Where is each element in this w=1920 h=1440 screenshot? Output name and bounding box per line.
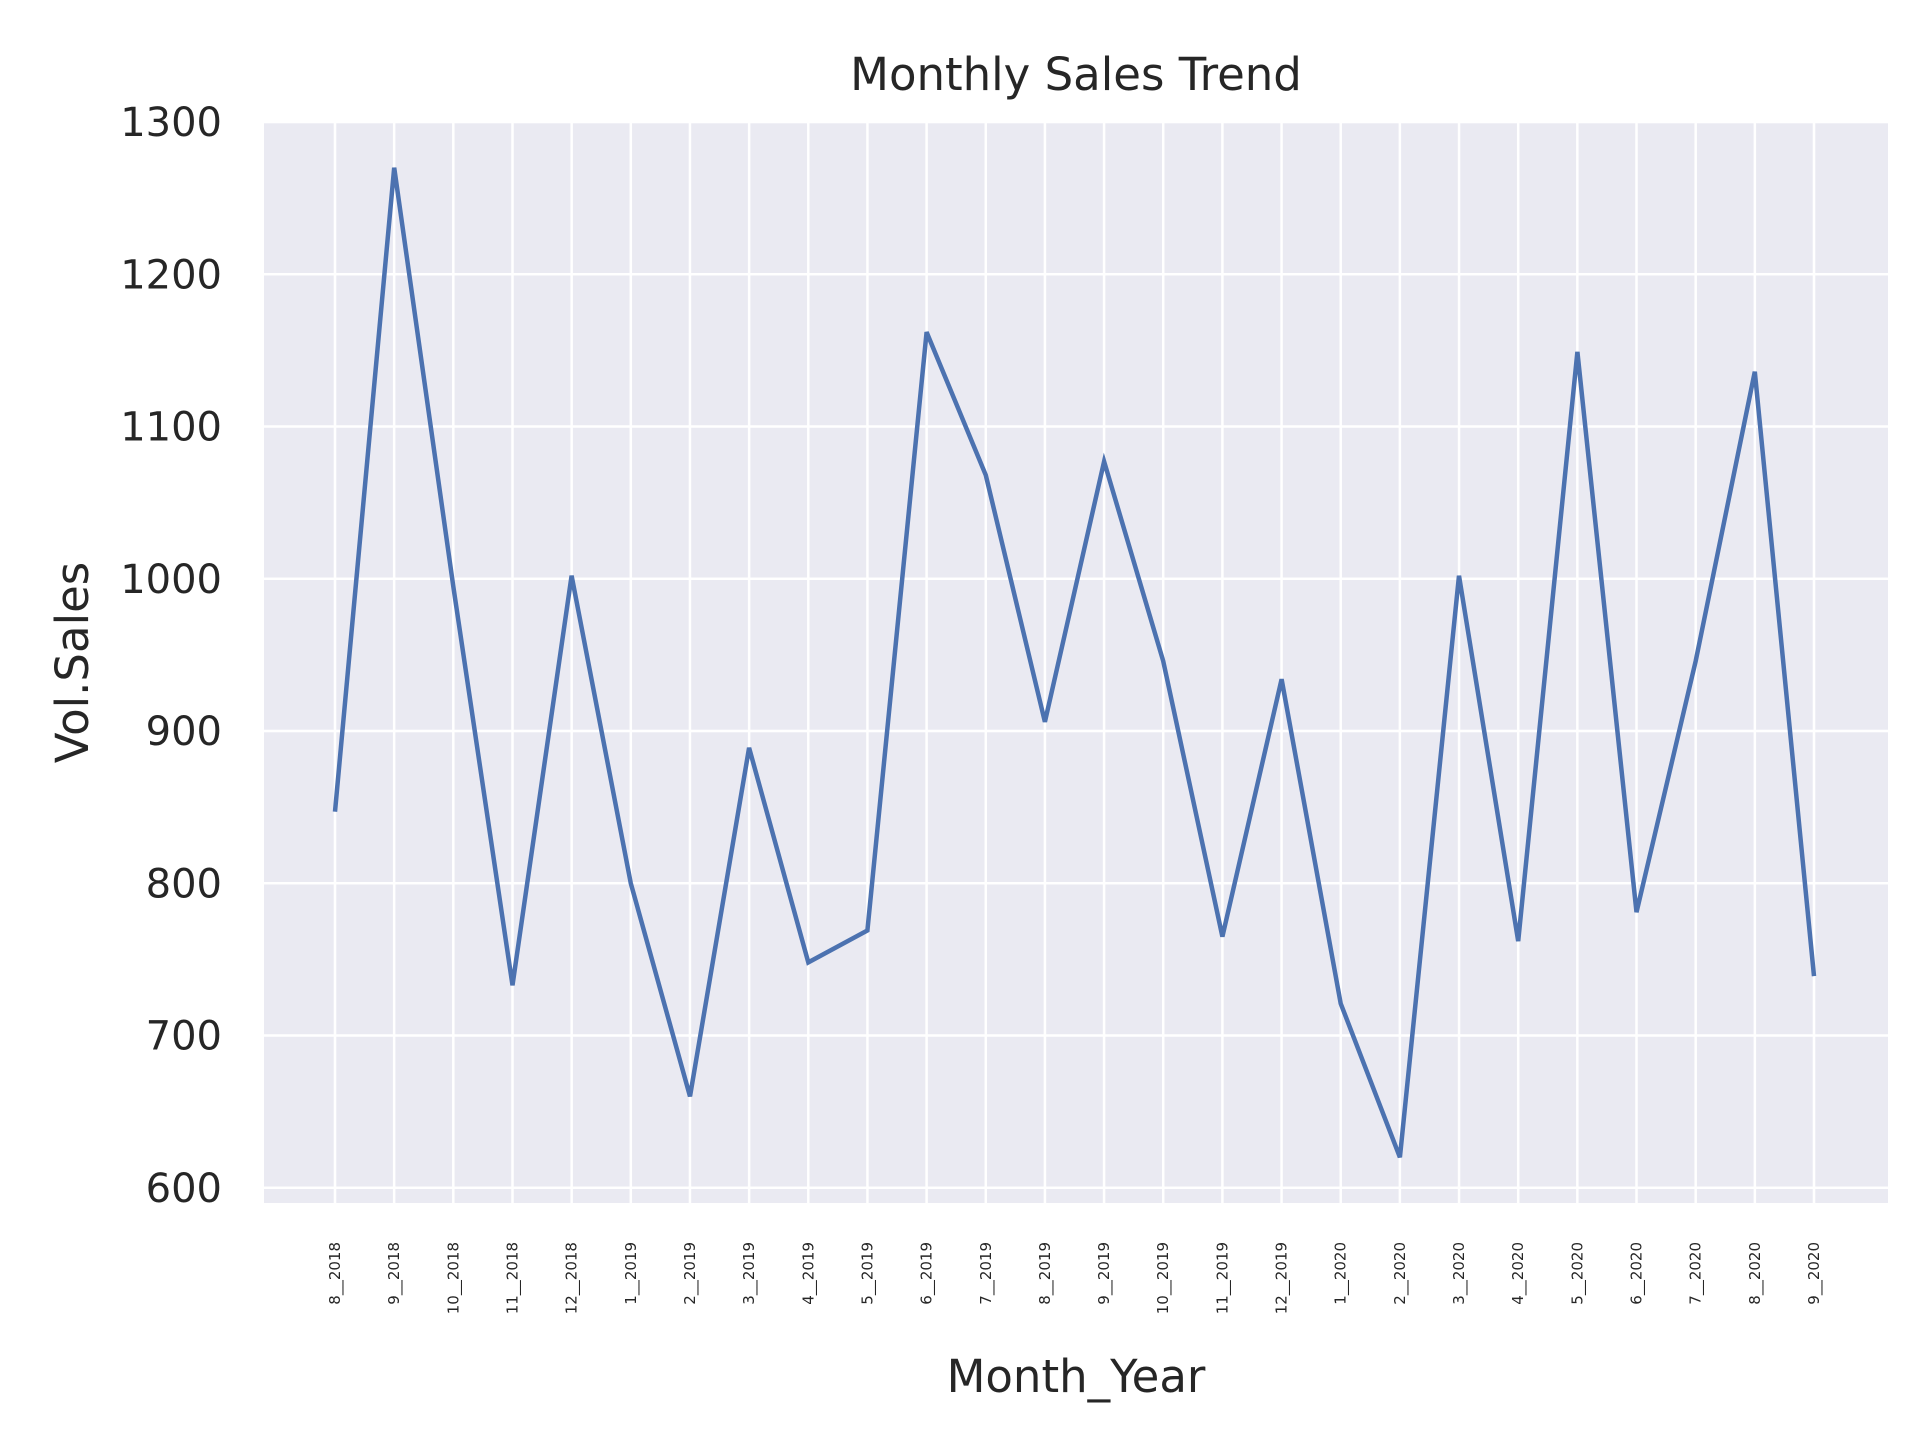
series-line <box>332 167 1817 1159</box>
x-tick-label: 6__2020 <box>1628 1242 1647 1305</box>
chart-title: Monthly Sales Trend <box>850 48 1302 101</box>
plot-area <box>264 122 1888 1203</box>
x-tick-label: 10__2019 <box>1154 1242 1173 1314</box>
y-tick-label: 600 <box>146 1166 222 1212</box>
y-tick-label: 1100 <box>120 405 222 451</box>
x-tick-label: 5__2019 <box>858 1242 877 1305</box>
x-tick-label: 11__2019 <box>1213 1242 1232 1314</box>
x-tick-label: 12__2019 <box>1273 1242 1292 1314</box>
x-tick-label: 4__2019 <box>799 1242 818 1305</box>
x-tick-label: 2__2020 <box>1391 1242 1410 1305</box>
x-axis-ticks: 8__2018 9__2018 10__2018 11__2018 12__2018 1_… <box>326 1242 1824 1314</box>
y-axis-label: Vol.Sales <box>46 562 99 763</box>
x-tick-label: 5__2020 <box>1568 1242 1587 1305</box>
y-tick-label: 900 <box>146 709 222 755</box>
x-tick-label: 12__2018 <box>563 1242 582 1314</box>
x-tick-label: 9__2020 <box>1805 1242 1824 1305</box>
x-tick-label: 8__2020 <box>1746 1242 1765 1305</box>
x-tick-label: 9__2018 <box>385 1242 404 1305</box>
x-tick-label: 8__2019 <box>1036 1242 1055 1305</box>
y-tick-label: 1200 <box>120 252 222 298</box>
x-tick-label: 4__2020 <box>1509 1242 1528 1305</box>
x-tick-label: 1__2020 <box>1332 1242 1351 1305</box>
x-tick-label: 8__2018 <box>326 1242 345 1305</box>
x-tick-label: 11__2018 <box>503 1242 522 1314</box>
x-tick-label: 7__2020 <box>1687 1242 1706 1305</box>
y-tick-label: 700 <box>146 1014 222 1060</box>
y-tick-label: 1000 <box>120 557 222 603</box>
grid-lines <box>264 120 1888 1203</box>
y-tick-label: 800 <box>146 861 222 907</box>
x-tick-label: 1__2019 <box>622 1242 641 1305</box>
y-axis-ticks: 600 700 800 900 1000 1100 1200 1300 <box>120 100 222 1212</box>
x-tick-label: 3__2020 <box>1450 1242 1469 1305</box>
x-tick-label: 2__2019 <box>681 1242 700 1305</box>
x-tick-label: 7__2019 <box>977 1242 996 1305</box>
x-tick-label: 10__2018 <box>444 1242 463 1314</box>
x-tick-label: 6__2019 <box>918 1242 937 1305</box>
x-tick-label: 3__2019 <box>740 1242 759 1305</box>
y-tick-label: 1300 <box>120 100 222 146</box>
x-axis-label: Month_Year <box>947 1350 1206 1403</box>
x-tick-label: 9__2019 <box>1095 1242 1114 1305</box>
